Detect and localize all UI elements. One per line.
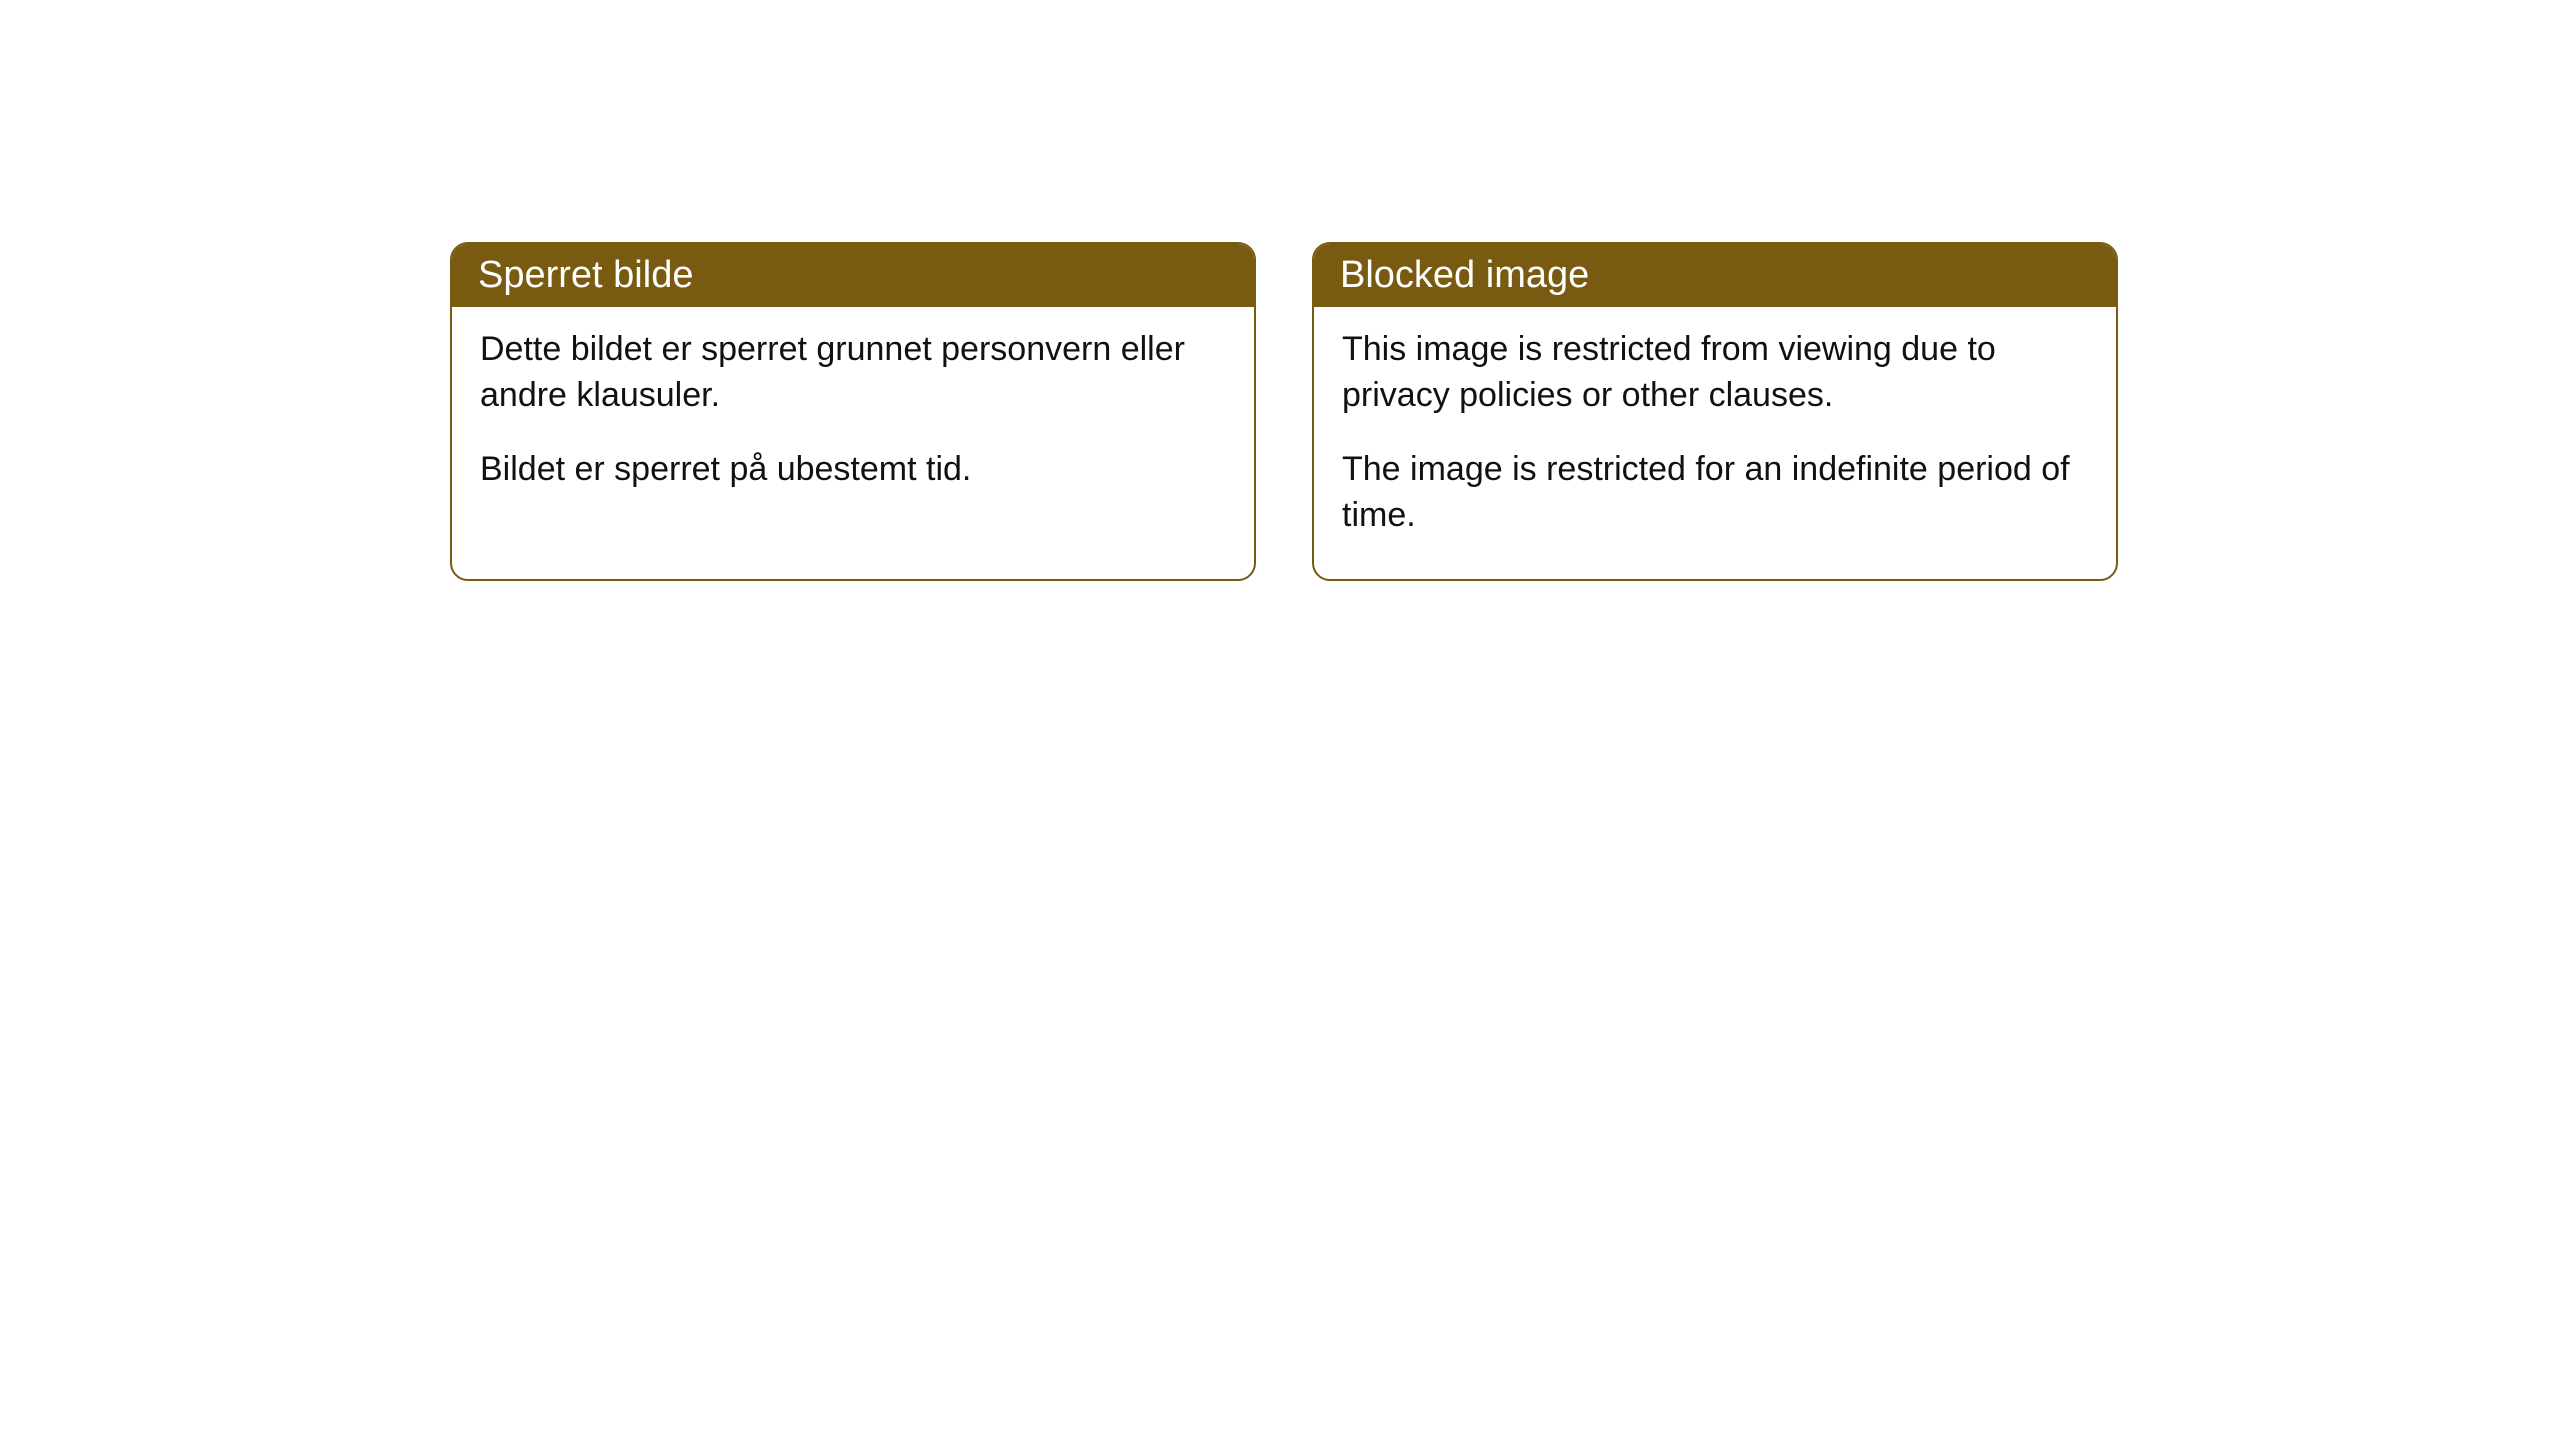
card-paragraph-en-1: This image is restricted from viewing du… <box>1342 327 2088 419</box>
cards-container: Sperret bilde Dette bildet er sperret gr… <box>450 242 2118 581</box>
card-paragraph-en-2: The image is restricted for an indefinit… <box>1342 447 2088 539</box>
card-body-no: Dette bildet er sperret grunnet personve… <box>452 307 1254 533</box>
card-paragraph-no-1: Dette bildet er sperret grunnet personve… <box>480 327 1226 419</box>
card-body-en: This image is restricted from viewing du… <box>1314 307 2116 579</box>
card-header-no: Sperret bilde <box>452 244 1254 307</box>
card-title-en: Blocked image <box>1340 254 1589 296</box>
card-paragraph-no-2: Bildet er sperret på ubestemt tid. <box>480 447 1226 493</box>
blocked-image-card-en: Blocked image This image is restricted f… <box>1312 242 2118 581</box>
card-title-no: Sperret bilde <box>478 254 693 296</box>
card-header-en: Blocked image <box>1314 244 2116 307</box>
blocked-image-card-no: Sperret bilde Dette bildet er sperret gr… <box>450 242 1256 581</box>
